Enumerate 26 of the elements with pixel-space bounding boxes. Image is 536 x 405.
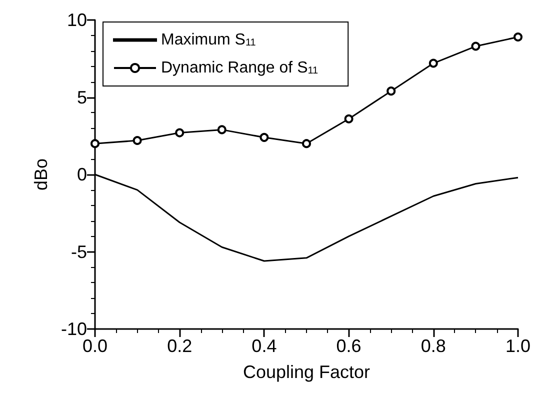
point <box>344 114 354 124</box>
point <box>260 132 269 142</box>
x-tick-label: 0.4 <box>252 336 277 356</box>
legend-label: Maximum S11 <box>161 32 256 48</box>
point <box>471 42 480 51</box>
x-tick-label: 1.0 <box>505 336 531 356</box>
legend-label: Dynamic Range of S11 <box>161 60 319 76</box>
y-tick-label: 0 <box>76 164 87 184</box>
point <box>175 128 184 138</box>
y-axis-title: dBo <box>31 158 52 191</box>
x-tick-label: 0.6 <box>336 336 362 356</box>
y-tick-label: 5 <box>76 87 87 108</box>
point <box>386 86 396 96</box>
point <box>90 139 100 148</box>
x-tick-label: 0.8 <box>420 336 446 356</box>
x-tick-label: 0.2 <box>167 336 192 356</box>
y-tick-label: 10 <box>66 10 87 30</box>
point <box>217 125 226 134</box>
x-axis-title: Coupling Factor <box>242 362 370 382</box>
point <box>132 136 142 146</box>
point <box>302 139 311 148</box>
point <box>514 32 522 42</box>
x-tick-label: 0.0 <box>82 336 108 356</box>
point <box>428 58 438 68</box>
y-tick-label: -5 <box>70 242 87 262</box>
y-tick-label: -10 <box>60 319 87 339</box>
